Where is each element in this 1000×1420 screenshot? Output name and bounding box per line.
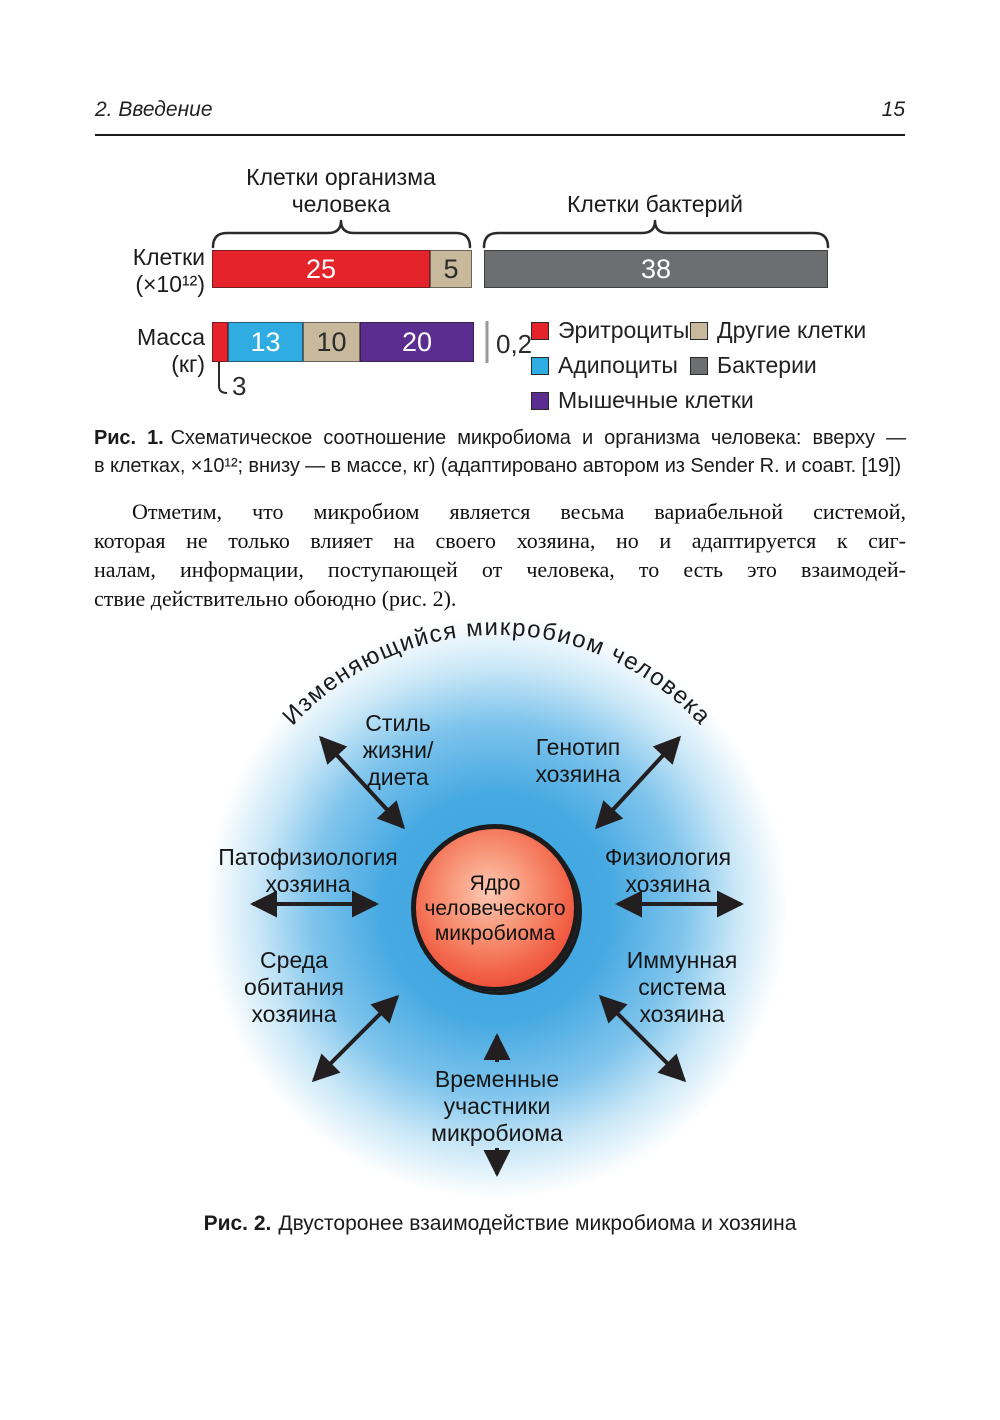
legend-label: Бактерии [717, 352, 817, 378]
callout-line-3kg [218, 362, 228, 394]
brace-label-bacteria-cells: Клетки бактерий [567, 191, 743, 217]
label-lifestyle-diet: Стиль жизни/ диета [362, 710, 434, 790]
bar-cells-erythrocytes: 25 [212, 250, 430, 288]
figure-1-caption: Рис. 1. Схематическое соотношение микроби… [94, 424, 906, 480]
bar-mass-muscle: 20 [360, 322, 474, 362]
figure-1-caption-text: Схематическое соотношение микробиома и о… [170, 427, 907, 449]
bar-cells-bacteria: 38 [484, 250, 828, 288]
label-host-physiology: Физиология хозяина [604, 844, 732, 897]
figure-2-caption-text: Двусторонее взаимодействие микробиома и … [278, 1212, 797, 1235]
erythrocytes-mass-value: 3 [232, 371, 247, 401]
legend-item-adipocytes: Адипоциты [531, 352, 678, 379]
legend-label: Адипоциты [558, 352, 678, 378]
legend-item-erythrocytes: Эритроциты [531, 317, 689, 344]
row-label-mass: Масса (кг) [136, 324, 205, 377]
label-host-immune-system: Иммунная система хозяина [626, 947, 738, 1027]
figure-1-caption-label: Рис. 1. [94, 427, 164, 449]
core-microbiome-text: Ядро человеческого микробиома [424, 871, 566, 945]
brace-label-human-cells: Клетки организма человека [246, 164, 436, 217]
paragraph-line: которая не только влияет на своего хозяи… [94, 528, 906, 553]
figure-2-caption: Рис. 2. Двусторонее взаимодействие микроб… [0, 1212, 1000, 1236]
page-number: 15 [881, 98, 905, 121]
core-microbiome-circle: Ядро человеческого микробиома [411, 824, 579, 992]
bar-mass-other: 10 [303, 322, 360, 362]
caption-line: Рис. 1. Схематическое соотношение микроби… [94, 424, 906, 452]
bar-mass-adipocytes: 13 [228, 322, 303, 362]
legend-item-muscle: Мышечные клетки [531, 387, 754, 414]
legend-label: Другие клетки [717, 317, 867, 343]
brace-bacteria-cells [482, 219, 830, 249]
paragraph-line: налам, информации, поступающей от челове… [94, 557, 906, 582]
bacteria-mass-value: 0,2 [496, 329, 533, 359]
label-transient-members: Временные участники микробиома [431, 1066, 563, 1146]
legend-label: Эритроциты [558, 317, 690, 343]
body-paragraph: Отметим, что микробиом является весьма в… [94, 497, 906, 613]
label-host-environment: Среда обитания хозяина [244, 947, 344, 1027]
legend-item-bacteria: Бактерии [690, 352, 817, 379]
bar-mass-erythrocytes [212, 322, 228, 362]
legend-label: Мышечные клетки [558, 387, 754, 413]
caption-line: в клетках, ×10¹²; внизу — в массе, кг) (… [94, 455, 902, 477]
row-label-cells: Клетки (×10¹²) [132, 244, 205, 297]
paragraph-line: Отметим, что микробиом является весьма в… [132, 499, 906, 524]
brace-human-cells [211, 219, 472, 249]
legend-swatch-muscle [531, 391, 549, 410]
figure-2: Изменяющийся микробиом человека Стиль жи… [0, 608, 1000, 1208]
header-rule [95, 134, 905, 136]
label-host-pathophysiology: Патофизиология хозяина [218, 844, 398, 897]
figure-2-caption-label: Рис. 2. [203, 1212, 272, 1235]
legend-item-other-cells: Другие клетки [690, 317, 866, 344]
legend-swatch-other-cells [690, 321, 708, 340]
section-header: 2. Введение [95, 98, 213, 121]
legend-swatch-erythrocytes [531, 321, 549, 340]
legend-swatch-adipocytes [531, 356, 549, 375]
paragraph-line: ствие действительно обоюдно (рис. 2). [94, 586, 457, 611]
legend-swatch-bacteria [690, 356, 708, 375]
bar-cells-other: 5 [430, 250, 472, 288]
label-host-genotype: Генотип хозяина [535, 734, 621, 787]
